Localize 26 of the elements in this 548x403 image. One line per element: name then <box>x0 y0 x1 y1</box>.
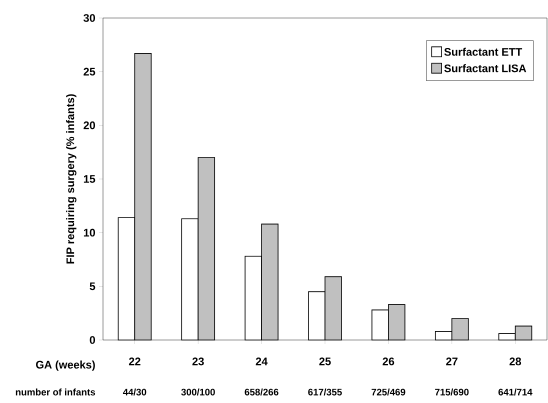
x-tick-label: 26 <box>382 358 394 366</box>
y-tick-label: 5 <box>90 282 96 290</box>
y-tick-label: 25 <box>84 68 96 76</box>
x-tick-label: 27 <box>446 358 458 366</box>
x-tick-label: 24 <box>256 358 268 366</box>
x-tick-label: 22 <box>128 358 140 366</box>
text: number of infants <box>16 388 96 396</box>
y-tick-label: 15 <box>84 175 96 183</box>
text: 658/266 <box>244 388 278 396</box>
y-tick-label: 10 <box>84 228 96 237</box>
text: 617/355 <box>308 388 342 396</box>
y-tick-label: 0 <box>90 336 96 344</box>
y-tick-label: 20 <box>84 121 96 130</box>
text: 715/690 <box>435 388 469 396</box>
x-axis-title: GA (weeks) <box>36 360 95 371</box>
y-tick-label: 30 <box>83 14 96 22</box>
legend-label: Surfactant ETT <box>444 48 522 56</box>
x-tick-label: 28 <box>510 358 522 366</box>
x-tick-label: 23 <box>192 358 204 366</box>
text: 300/100 <box>181 388 215 396</box>
x-tick-label: 25 <box>319 358 331 366</box>
text: 44/30 <box>122 388 146 396</box>
text: 641/714 <box>498 388 532 396</box>
y-axis-title: FIP requiring surgery (% infants) <box>66 94 76 264</box>
text: 725/469 <box>372 388 406 396</box>
legend-label: Surfactant LISA <box>444 64 526 72</box>
